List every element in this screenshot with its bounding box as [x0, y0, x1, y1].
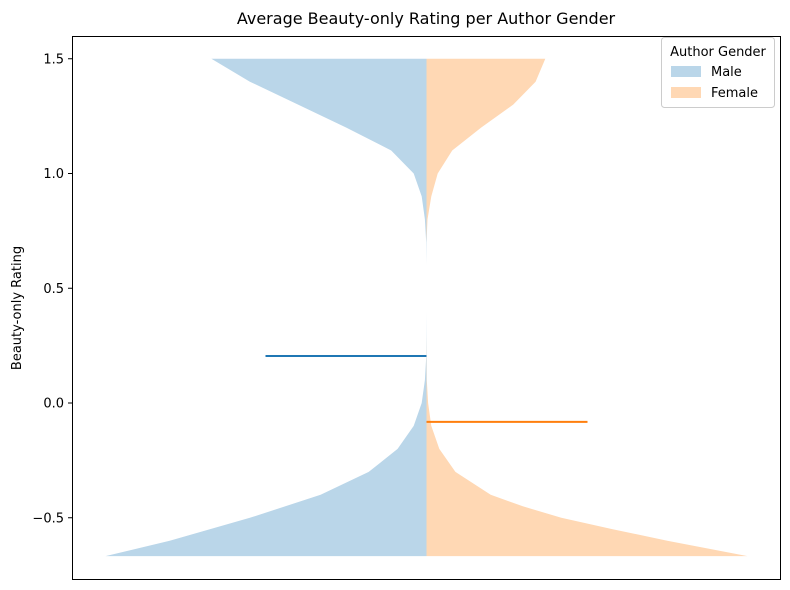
y-tick-label: −0.5 [32, 511, 64, 526]
chart-title: Average Beauty-only Rating per Author Ge… [237, 9, 616, 28]
legend: Author Gender Male Female [661, 37, 775, 108]
y-tick-label: 0.5 [43, 282, 64, 297]
y-tick-label: 0.0 [43, 397, 64, 412]
y-tick-label: 1.0 [43, 167, 64, 182]
y-tick-label: 1.5 [43, 52, 64, 67]
legend-swatch-male [671, 66, 701, 77]
y-axis-label: Beauty-only Rating [10, 246, 25, 370]
plot-area [105, 58, 748, 557]
legend-swatch-female [671, 87, 701, 98]
plot-frame [72, 36, 781, 580]
y-axis: 1.5 1.0 0.5 0.0 −0.5 [32, 52, 73, 526]
violin-half-female [426, 58, 748, 557]
legend-label-male: Male [711, 65, 742, 80]
legend-label-female: Female [711, 86, 758, 101]
violin-half-male [105, 58, 427, 557]
legend-title: Author Gender [670, 45, 766, 60]
